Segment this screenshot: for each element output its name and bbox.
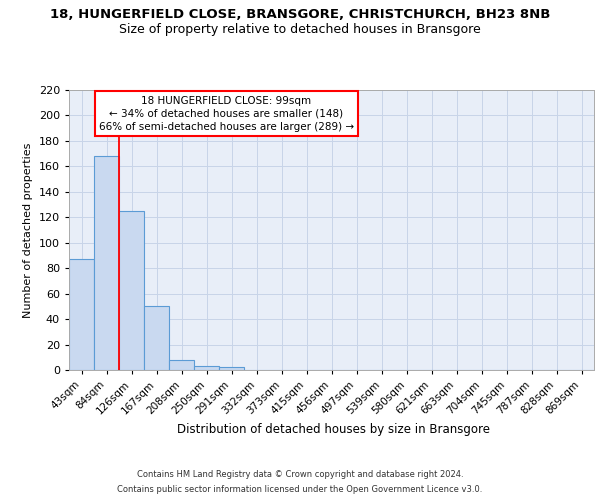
Text: Contains public sector information licensed under the Open Government Licence v3: Contains public sector information licen… <box>118 485 482 494</box>
Text: Contains HM Land Registry data © Crown copyright and database right 2024.: Contains HM Land Registry data © Crown c… <box>137 470 463 479</box>
Text: Distribution of detached houses by size in Bransgore: Distribution of detached houses by size … <box>176 422 490 436</box>
Y-axis label: Number of detached properties: Number of detached properties <box>23 142 33 318</box>
Bar <box>69 260 94 370</box>
Bar <box>144 306 169 370</box>
Bar <box>219 368 244 370</box>
Bar <box>119 211 144 370</box>
Bar <box>94 156 119 370</box>
Bar <box>169 360 194 370</box>
Text: Size of property relative to detached houses in Bransgore: Size of property relative to detached ho… <box>119 22 481 36</box>
Bar <box>194 366 219 370</box>
Text: 18, HUNGERFIELD CLOSE, BRANSGORE, CHRISTCHURCH, BH23 8NB: 18, HUNGERFIELD CLOSE, BRANSGORE, CHRIST… <box>50 8 550 20</box>
Text: 18 HUNGERFIELD CLOSE: 99sqm
← 34% of detached houses are smaller (148)
66% of se: 18 HUNGERFIELD CLOSE: 99sqm ← 34% of det… <box>99 96 354 132</box>
